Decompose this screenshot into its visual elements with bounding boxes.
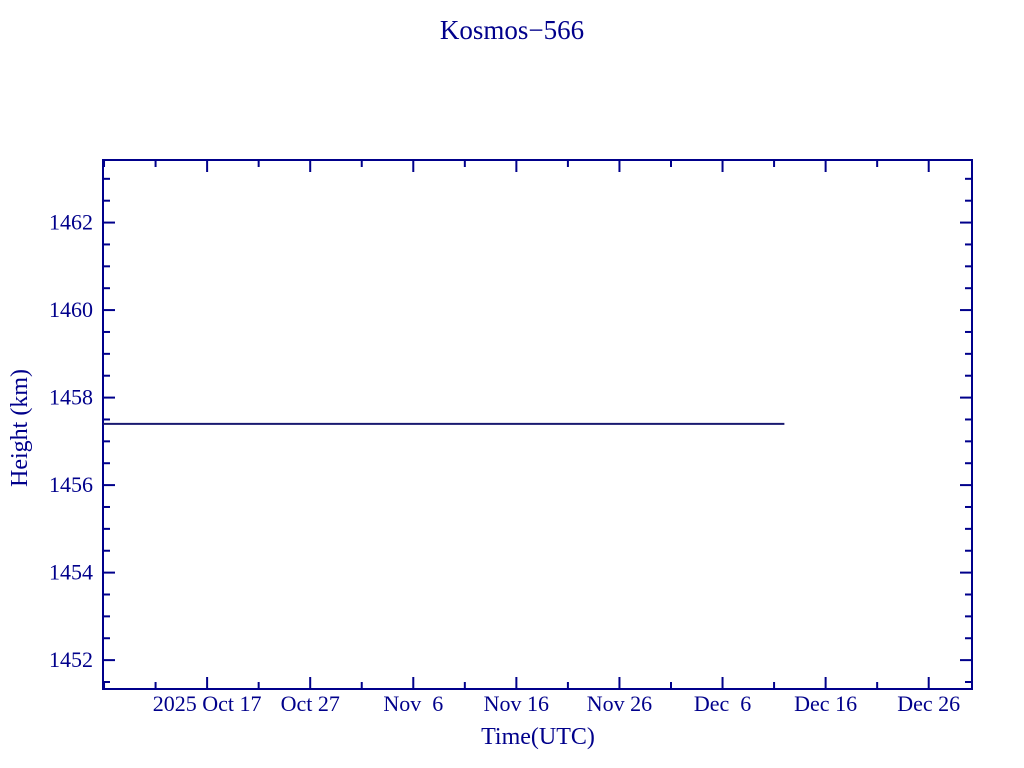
x-axis-title: Time(UTC) [481, 724, 595, 750]
y-tick-label: 1462 [49, 210, 93, 235]
plot-area: 2025 Oct 17 Oct 27 Nov 6 Nov 16 Nov 26 Dec 6 D… [49, 159, 973, 716]
y-tick-label: 1458 [49, 385, 93, 410]
chart-title: Kosmos−566 [440, 15, 584, 45]
x-tick-label: Oct 27 [281, 691, 340, 716]
x-tick-label: Nov 6 [383, 691, 443, 716]
x-tick-label: Dec 26 [897, 691, 960, 716]
x-tick-label: 2025 Oct 17 [153, 691, 262, 716]
y-tick-label: 1452 [49, 647, 93, 672]
y-tick-label: 1454 [49, 560, 93, 585]
x-tick-label: Dec 16 [794, 691, 857, 716]
y-tick-label: 1456 [49, 472, 93, 497]
x-tick-label: Nov 26 [587, 691, 652, 716]
x-tick-label: Dec 6 [694, 691, 751, 716]
y-tick-label: 1460 [49, 297, 93, 322]
x-tick-label: Nov 16 [484, 691, 549, 716]
y-axis-title: Height (km) [7, 369, 33, 487]
